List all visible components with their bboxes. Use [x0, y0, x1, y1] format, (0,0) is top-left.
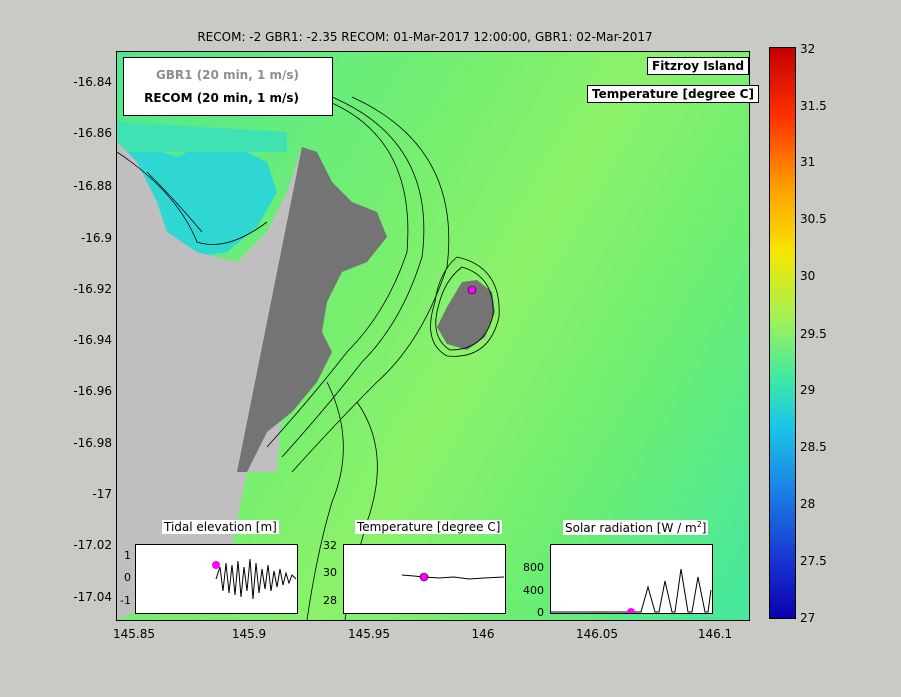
- temp-current-marker: [419, 572, 429, 582]
- solar-ytick: 0: [537, 606, 544, 619]
- temp-ytick: 32: [323, 539, 337, 552]
- solar-series-line: [551, 568, 712, 613]
- colorbar-tick: 30.5: [800, 212, 827, 226]
- mainland-grey-mask: [117, 142, 302, 620]
- tide-ytick: -1: [120, 594, 131, 607]
- site-marker: [467, 285, 477, 295]
- tide-ytick: 1: [124, 549, 131, 562]
- map-panel[interactable]: [116, 51, 750, 621]
- colorbar-tick: 28: [800, 497, 816, 511]
- tide-ytick: 0: [124, 571, 131, 584]
- map-ytick: -16.88: [73, 179, 112, 193]
- colorbar-tick: 32: [800, 42, 816, 56]
- colorbar-tick: 31: [800, 155, 816, 169]
- map-ytick: -16.94: [73, 333, 112, 347]
- location-tag: Fitzroy Island: [647, 57, 750, 75]
- temp-series-line: [401, 574, 505, 580]
- temperature-colorbar: [769, 47, 796, 619]
- temp-ytick: 30: [323, 566, 337, 579]
- colorbar-tick: 30: [800, 269, 816, 283]
- fitzroy-island-land: [437, 280, 495, 350]
- figure-title: RECOM: -2 GBR1: -2.35 RECOM: 01-Mar-2017…: [197, 30, 653, 44]
- map-ytick: -16.96: [73, 384, 112, 398]
- map-ytick: -16.98: [73, 436, 112, 450]
- map-ytick: -17: [92, 487, 112, 501]
- tide-inset-plot: [212, 558, 297, 600]
- solar-title-sup: 2: [696, 520, 702, 529]
- tide-inset-title: Tidal elevation [m]: [162, 520, 279, 534]
- map-ytick: -16.84: [73, 75, 112, 89]
- map-xtick: 145.95: [348, 627, 390, 641]
- map-ytick: -17.02: [73, 538, 112, 552]
- colorbar-tick: 27: [800, 611, 816, 625]
- solar-title-main: Solar radiation [W / m: [565, 521, 697, 535]
- solar-inset: [550, 544, 713, 616]
- colorbar-tick: 29: [800, 383, 816, 397]
- temp-inset-title: Temperature [degree C]: [355, 520, 503, 534]
- map-legend: GBR1 (20 min, 1 m/s) RECOM (20 min, 1 m/…: [123, 57, 333, 116]
- map-ytick: -16.92: [73, 282, 112, 296]
- solar-ytick: 800: [523, 561, 544, 574]
- legend-gbr1: GBR1 (20 min, 1 m/s): [155, 68, 299, 82]
- solar-current-marker: [627, 608, 635, 616]
- map-ytick: -17.04: [73, 590, 112, 604]
- colorbar-tick: 28.5: [800, 440, 827, 454]
- map-ytick: -16.9: [80, 231, 112, 245]
- tide-series-line: [215, 558, 297, 600]
- solar-inset-plot: [551, 568, 712, 616]
- temp-ytick: 28: [323, 594, 337, 607]
- variable-tag: Temperature [degree C]: [587, 85, 759, 103]
- map-xtick: 146: [471, 627, 495, 641]
- cool-water-patch: [117, 142, 277, 257]
- solar-title-end: ]: [701, 521, 707, 535]
- headland-land: [237, 147, 387, 472]
- solar-inset-title: Solar radiation [W / m2]: [563, 520, 709, 535]
- temp-inset: [343, 544, 506, 614]
- solar-ytick: 400: [523, 584, 544, 597]
- map-canvas: [117, 96, 500, 620]
- temp-inset-plot: [401, 572, 505, 582]
- tide-inset: [135, 544, 298, 614]
- map-xtick: 145.85: [113, 627, 155, 641]
- map-xtick: 145.9: [231, 627, 267, 641]
- map-xtick: 146.1: [697, 627, 733, 641]
- colorbar-tick: 29.5: [800, 327, 827, 341]
- tide-current-marker: [212, 561, 220, 569]
- map-xtick: 146.05: [576, 627, 618, 641]
- map-ytick: -16.86: [73, 126, 112, 140]
- colorbar-tick: 31.5: [800, 99, 827, 113]
- colorbar-tick: 27.5: [800, 554, 827, 568]
- legend-recom: RECOM (20 min, 1 m/s): [144, 91, 299, 105]
